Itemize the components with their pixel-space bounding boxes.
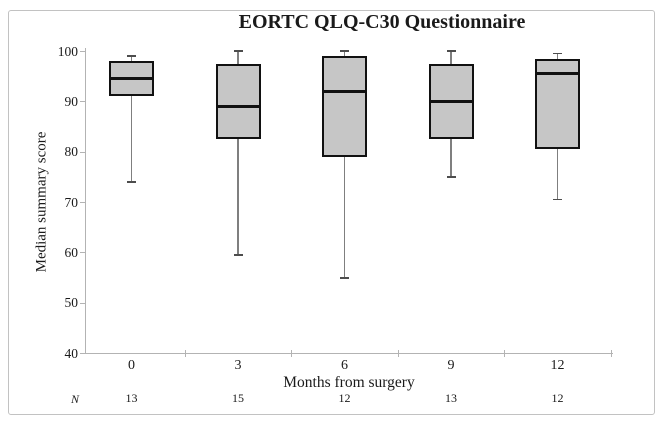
y-tick-mark (80, 101, 85, 103)
upper-whisker-cap (446, 50, 456, 52)
n-value: 12 (338, 391, 351, 405)
n-row-label: N (70, 392, 80, 406)
y-tick-label: 40 (64, 345, 79, 361)
y-tick-mark (80, 302, 85, 304)
lower-whisker-cap (127, 181, 136, 183)
upper-whisker-cap (233, 50, 243, 52)
x-tick-label: 6 (341, 358, 348, 373)
median-line-month-6 (322, 90, 367, 93)
x-axis-title: Months from surgery (283, 374, 415, 391)
upper-whisker-cap (127, 55, 136, 57)
y-tick-label: 80 (64, 144, 79, 160)
upper-whisker-line (556, 53, 559, 59)
boxplot-box-month-6 (322, 56, 367, 157)
x-tick-mark (610, 350, 612, 357)
upper-whisker-cap (340, 50, 349, 52)
y-tick-mark (80, 51, 85, 52)
lower-whisker-line (450, 139, 452, 177)
chart-title: EORTC QLQ-C30 Questionnaire (238, 11, 526, 33)
median-line-month-9 (428, 100, 474, 103)
x-tick-label: 3 (234, 358, 242, 373)
y-tick-label: 100 (57, 43, 78, 59)
median-line-month-0 (109, 77, 154, 80)
n-value: 13 (445, 391, 457, 405)
n-value: 13 (125, 391, 138, 405)
lower-whisker-cap (446, 176, 456, 178)
lower-whisker-line (343, 156, 346, 278)
figure-frame (8, 10, 655, 415)
y-tick-mark (80, 151, 85, 153)
y-tick-label: 90 (64, 93, 79, 109)
lower-whisker-line (237, 139, 239, 255)
median-line-month-3 (215, 105, 261, 108)
y-tick-label: 60 (64, 244, 79, 260)
upper-whisker-line (130, 56, 133, 62)
n-value: 15 (232, 391, 244, 405)
y-tick-mark (80, 202, 85, 203)
upper-whisker-line (237, 51, 239, 64)
upper-whisker-cap (553, 52, 562, 55)
y-axis-line (85, 48, 86, 354)
median-line-month-12 (535, 72, 580, 75)
x-tick-mark (291, 350, 293, 357)
x-tick-mark (397, 350, 399, 357)
lower-whisker-cap (340, 277, 349, 279)
upper-whisker-line (343, 51, 346, 57)
lower-whisker-cap (233, 254, 243, 256)
lower-whisker-cap (553, 198, 562, 201)
n-value: 12 (551, 391, 564, 405)
y-tick-mark (80, 252, 85, 254)
boxplot-box-month-3 (215, 63, 261, 140)
y-tick-label: 70 (64, 194, 79, 210)
lower-whisker-line (130, 96, 133, 182)
x-tick-label: 0 (128, 358, 135, 373)
y-tick-label: 50 (64, 295, 79, 311)
lower-whisker-line (556, 149, 559, 200)
x-tick-mark (184, 350, 186, 357)
upper-whisker-line (450, 51, 452, 64)
x-tick-label: 12 (550, 358, 565, 373)
x-tick-mark (504, 350, 506, 357)
x-axis-line (80, 353, 613, 354)
x-tick-label: 9 (447, 358, 455, 373)
